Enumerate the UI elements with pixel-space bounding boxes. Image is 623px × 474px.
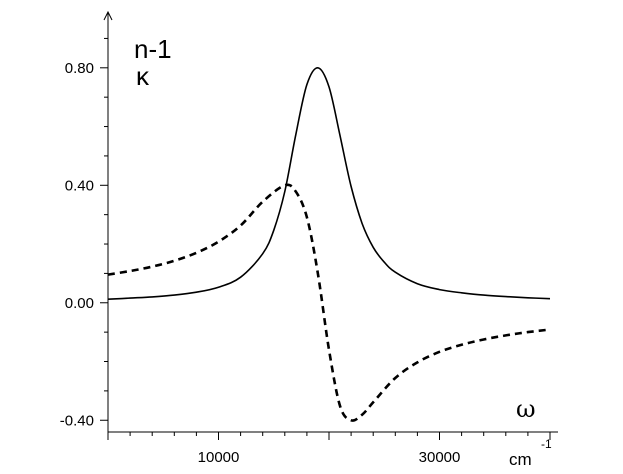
legend-label-refractive: n-1	[134, 34, 172, 64]
x-tick-label: 10000	[198, 449, 240, 466]
series-line-solid	[107, 67, 551, 300]
y-tick-label: -0.40	[60, 412, 94, 429]
x-tick-label: 30000	[419, 449, 461, 466]
y-axis-arrow	[103, 10, 113, 21]
legend-label-kappa: κ	[136, 61, 150, 91]
y-tick-label: 0.80	[65, 60, 94, 77]
series-layer	[107, 67, 551, 422]
y-tick-label: 0.40	[65, 177, 94, 194]
ticks: -0.40 0.00 0.40 0.80 10000 30000	[60, 37, 551, 466]
y-tick-label: 0.00	[65, 295, 94, 312]
x-unit-exponent: -1	[541, 437, 552, 451]
labels: n-1 κ ω cm -1	[134, 34, 552, 469]
series-line-dashed	[107, 183, 551, 422]
x-unit-label: cm	[509, 450, 532, 469]
x-axis-label: ω	[516, 395, 536, 423]
